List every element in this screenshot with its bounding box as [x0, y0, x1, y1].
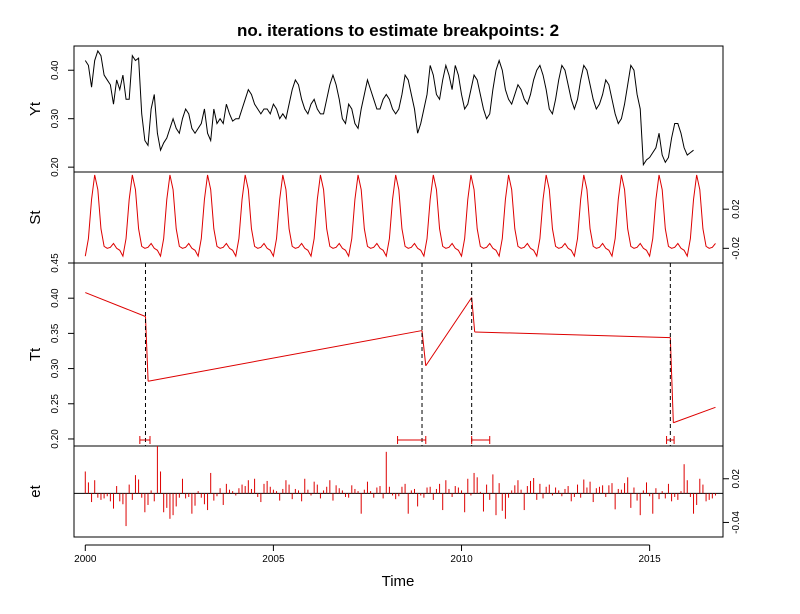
chart-title: no. iterations to estimate breakpoints: …: [237, 21, 559, 40]
trend-segment: [148, 330, 423, 382]
y-tick-label: 0.45: [50, 253, 61, 273]
panel-tt: 0.20 0.25 0.30 0.35 0.40 0.45 Tt: [27, 253, 724, 449]
y-tick-label: 0.30: [50, 358, 61, 378]
y-tick-label: 0.30: [50, 109, 61, 129]
trend-segment: [421, 330, 427, 366]
panel-ylabel-tt: Tt: [27, 347, 44, 361]
panel-ylabel-st: St: [27, 210, 44, 225]
trend-segment: [669, 337, 674, 423]
trend-segment: [85, 292, 146, 317]
y-tick-label: 0.02: [731, 199, 742, 219]
panel-yt: 0.20 0.30 0.40 Yt: [27, 45, 724, 177]
y-tick-label: 0.20: [50, 429, 61, 449]
trend-segment: [425, 297, 473, 367]
x-axis-label: Time: [382, 573, 415, 590]
x-tick-label: 2015: [639, 554, 662, 565]
panel-frame: [73, 262, 724, 447]
trend-segment: [471, 297, 476, 333]
y-tick-label: 0.25: [50, 394, 61, 414]
trend-segment: [474, 331, 671, 339]
panel-et: -0.04 0.02 et: [27, 445, 742, 538]
y-tick-label: -0.04: [731, 511, 742, 534]
x-tick-label: 2000: [74, 554, 97, 565]
y-tick-label: 0.35: [50, 323, 61, 343]
panel-ylabel-et: et: [27, 484, 44, 497]
series-line-st: [84, 174, 716, 258]
y-tick-label: 0.40: [50, 288, 61, 308]
x-axis: 2000 2005 2010 2015: [74, 544, 662, 565]
trend-segment: [673, 406, 716, 424]
plot-panels: 0.20 0.30 0.40 Yt -0.02 0.02 St 0.20 0.25 0.30 0.3…: [27, 45, 742, 538]
panel-frame: [73, 445, 724, 538]
x-tick-label: 2010: [450, 554, 473, 565]
y-tick-label: 0.02: [731, 469, 742, 489]
panel-ylabel-yt: Yt: [27, 101, 44, 116]
panel-frame: [73, 171, 724, 264]
y-tick-label: -0.02: [731, 236, 742, 259]
y-tick-label: 0.20: [50, 157, 61, 177]
panel-st: -0.02 0.02 St: [27, 171, 742, 264]
y-tick-label: 0.40: [50, 60, 61, 80]
x-tick-label: 2005: [262, 554, 285, 565]
series-line-yt: [84, 49, 694, 167]
